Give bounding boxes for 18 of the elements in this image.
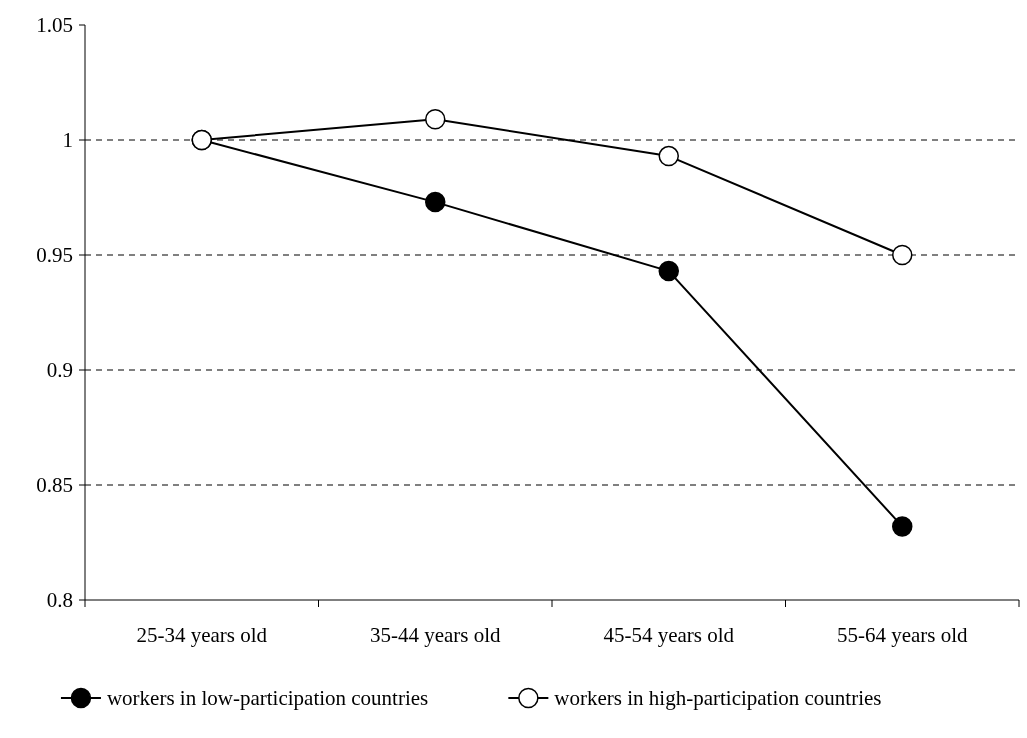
y-tick-label: 0.9 bbox=[46, 358, 73, 383]
x-tick-label: 25-34 years old bbox=[136, 623, 268, 647]
point bbox=[425, 109, 446, 130]
point bbox=[892, 244, 913, 266]
y-tick-label: 0.95 bbox=[36, 243, 73, 268]
legend-label: workers in low-participation countries bbox=[106, 686, 429, 710]
y-tick-label: 1 bbox=[62, 128, 73, 153]
point bbox=[658, 260, 679, 282]
point bbox=[425, 191, 446, 213]
x-tick-label: 55-64 years old bbox=[836, 623, 969, 647]
y-tick-label: 0.85 bbox=[36, 473, 73, 498]
y-tick-label: 0.8 bbox=[46, 588, 73, 613]
point bbox=[658, 145, 679, 167]
legend-label: workers in high-participation countries bbox=[554, 686, 882, 710]
x-tick-label: 45-54 years old bbox=[603, 623, 735, 647]
point bbox=[892, 516, 913, 537]
x-tick-label: 35-44 years old bbox=[369, 623, 502, 647]
y-tick-label: 1.05 bbox=[36, 13, 73, 38]
